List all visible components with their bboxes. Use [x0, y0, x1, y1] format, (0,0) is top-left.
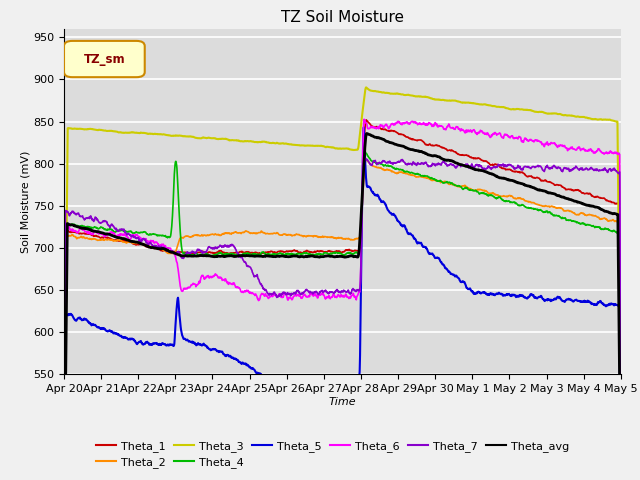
Theta_6	[296, 293, 304, 299]
Theta_1	[103, 235, 111, 241]
Theta_4	[308, 252, 316, 257]
Theta_avg	[378, 136, 385, 142]
Line: Theta_7: Theta_7	[64, 158, 621, 480]
Theta_7	[378, 161, 385, 167]
Theta_2	[308, 233, 316, 239]
Theta_1	[308, 249, 316, 255]
Theta_3	[617, 441, 625, 447]
Theta_2	[318, 234, 326, 240]
Theta_avg	[318, 254, 326, 260]
Theta_7	[296, 291, 304, 297]
Theta_3	[103, 128, 111, 134]
Theta_7	[361, 156, 369, 161]
Theta_1	[617, 464, 625, 470]
Theta_3	[362, 84, 370, 90]
Theta_5	[360, 124, 367, 130]
Theta_avg	[296, 254, 304, 260]
Theta_4	[103, 227, 111, 233]
Theta_4	[126, 228, 134, 234]
Theta_5	[296, 378, 304, 384]
Line: Theta_2: Theta_2	[64, 160, 621, 480]
FancyBboxPatch shape	[64, 41, 145, 77]
Theta_4	[361, 147, 369, 153]
Legend: Theta_1, Theta_2, Theta_3, Theta_4, Theta_5, Theta_6, Theta_7, Theta_avg: Theta_1, Theta_2, Theta_3, Theta_4, Thet…	[92, 436, 573, 472]
Line: Theta_1: Theta_1	[64, 120, 621, 480]
Title: TZ Soil Moisture: TZ Soil Moisture	[281, 10, 404, 25]
Theta_2	[126, 240, 134, 245]
Theta_2	[362, 157, 370, 163]
Theta_6	[378, 123, 385, 129]
Line: Theta_4: Theta_4	[64, 150, 621, 480]
Theta_2	[103, 237, 111, 243]
Line: Theta_6: Theta_6	[64, 120, 621, 480]
Theta_6	[308, 292, 316, 298]
Theta_3	[296, 143, 304, 148]
Theta_1	[126, 239, 134, 245]
Theta_4	[617, 473, 625, 479]
X-axis label: Time: Time	[328, 397, 356, 407]
Theta_6	[360, 117, 368, 122]
Theta_avg	[308, 253, 316, 259]
Line: Theta_5: Theta_5	[64, 127, 621, 480]
Theta_3	[308, 143, 316, 149]
Theta_4	[296, 251, 304, 257]
Theta_1	[318, 248, 326, 254]
Theta_5	[103, 328, 111, 334]
Theta_5	[308, 378, 316, 384]
Theta_7	[617, 418, 625, 424]
Line: Theta_avg: Theta_avg	[64, 133, 621, 480]
Theta_2	[296, 232, 304, 238]
Theta_4	[378, 161, 385, 167]
Theta_2	[378, 165, 385, 171]
Theta_7	[318, 288, 326, 294]
Theta_7	[126, 232, 134, 238]
Theta_5	[318, 376, 326, 382]
Y-axis label: Soil Moisture (mV): Soil Moisture (mV)	[20, 150, 30, 253]
Theta_3	[378, 89, 385, 95]
Theta_2	[617, 477, 625, 480]
Theta_6	[617, 407, 625, 412]
Theta_1	[362, 117, 370, 123]
Theta_1	[296, 250, 304, 255]
Theta_4	[318, 251, 326, 257]
Theta_avg	[363, 131, 371, 136]
Text: TZ_sm: TZ_sm	[84, 53, 125, 66]
Theta_avg	[126, 238, 134, 244]
Theta_avg	[103, 231, 111, 237]
Theta_6	[126, 237, 134, 242]
Theta_7	[308, 289, 316, 295]
Theta_3	[126, 130, 134, 135]
Theta_6	[318, 291, 326, 297]
Theta_5	[378, 199, 385, 205]
Theta_7	[103, 219, 111, 225]
Theta_5	[126, 336, 134, 342]
Theta_1	[378, 126, 385, 132]
Theta_6	[103, 230, 111, 236]
Line: Theta_3: Theta_3	[64, 87, 621, 480]
Theta_3	[318, 143, 326, 149]
